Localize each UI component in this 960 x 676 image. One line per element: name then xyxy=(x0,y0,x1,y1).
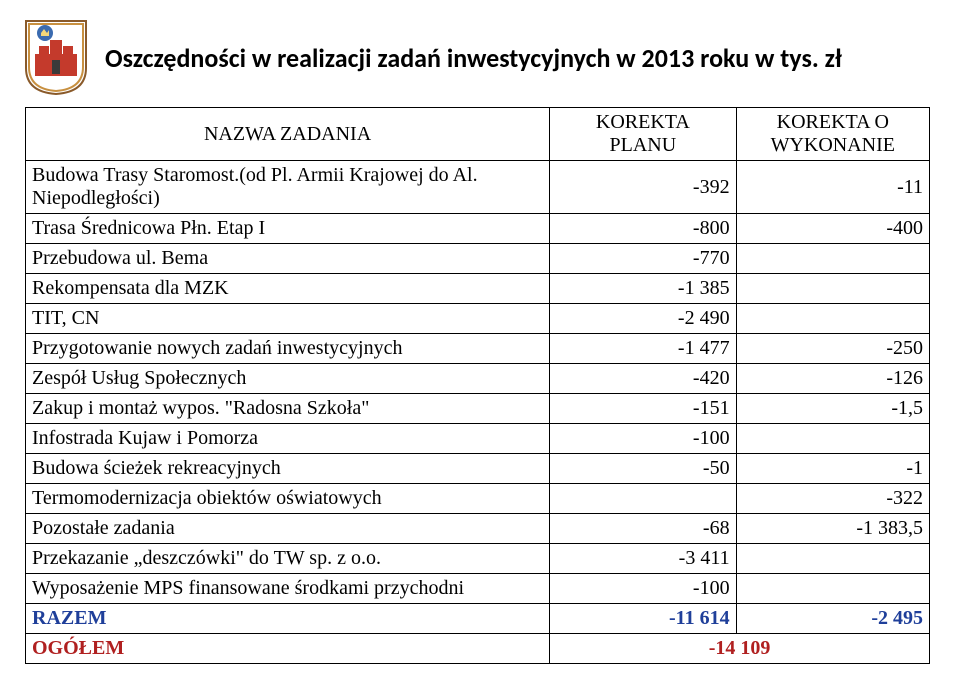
ogolem-total: -14 109 xyxy=(550,634,930,664)
header-col1-line2: PLANU xyxy=(610,134,677,156)
row-name: Pozostałe zadania xyxy=(26,514,550,544)
row-korekta-planu: -100 xyxy=(550,574,736,604)
row-name: Trasa Średnicowa Płn. Etap I xyxy=(26,214,550,244)
table-row: Wyposażenie MPS finansowane środkami prz… xyxy=(26,574,930,604)
ogolem-label: OGÓŁEM xyxy=(26,634,550,664)
header-col2-line2: WYKONANIE xyxy=(771,134,895,156)
razem-label: RAZEM xyxy=(26,604,550,634)
table-row: Zakup i montaż wypos. "Radosna Szkoła"-1… xyxy=(26,394,930,424)
table-row: Budowa Trasy Staromost.(od Pl. Armii Kra… xyxy=(26,161,930,214)
row-korekta-wykonanie: -250 xyxy=(736,334,929,364)
savings-table: NAZWA ZADANIA KOREKTA PLANU KOREKTA O WY… xyxy=(25,107,930,664)
row-name: Infostrada Kujaw i Pomorza xyxy=(26,424,550,454)
row-korekta-planu: -770 xyxy=(550,244,736,274)
row-korekta-wykonanie xyxy=(736,244,929,274)
ogolem-row: OGÓŁEM -14 109 xyxy=(26,634,930,664)
row-korekta-planu: -68 xyxy=(550,514,736,544)
table-row: Trasa Średnicowa Płn. Etap I-800-400 xyxy=(26,214,930,244)
table-row: Zespół Usług Społecznych-420-126 xyxy=(26,364,930,394)
razem-row: RAZEM -11 614 -2 495 xyxy=(26,604,930,634)
table-row: Budowa ścieżek rekreacyjnych-50-1 xyxy=(26,454,930,484)
row-korekta-planu: -2 490 xyxy=(550,304,736,334)
row-korekta-planu: -420 xyxy=(550,364,736,394)
row-korekta-planu: -50 xyxy=(550,454,736,484)
razem-v2: -2 495 xyxy=(736,604,929,634)
page-title: Oszczędności w realizacji zadań inwestyc… xyxy=(105,42,842,74)
table-row: Przygotowanie nowych zadań inwestycyjnyc… xyxy=(26,334,930,364)
table-row: TIT, CN-2 490 xyxy=(26,304,930,334)
row-name: Termomodernizacja obiektów oświatowych xyxy=(26,484,550,514)
row-name: Przekazanie „deszczówki" do TW sp. z o.o… xyxy=(26,544,550,574)
row-korekta-wykonanie xyxy=(736,304,929,334)
header-col2-line1: KOREKTA O xyxy=(777,111,889,133)
row-name: Przygotowanie nowych zadań inwestycyjnyc… xyxy=(26,334,550,364)
row-korekta-wykonanie: -126 xyxy=(736,364,929,394)
row-korekta-wykonanie: -11 xyxy=(736,161,929,214)
row-korekta-planu: -3 411 xyxy=(550,544,736,574)
table-header-row: NAZWA ZADANIA KOREKTA PLANU KOREKTA O WY… xyxy=(26,108,930,161)
table-row: Pozostałe zadania-68-1 383,5 xyxy=(26,514,930,544)
row-name: Budowa Trasy Staromost.(od Pl. Armii Kra… xyxy=(26,161,550,214)
row-korekta-wykonanie: -1 xyxy=(736,454,929,484)
row-korekta-wykonanie xyxy=(736,574,929,604)
table-row: Przebudowa ul. Bema-770 xyxy=(26,244,930,274)
row-korekta-wykonanie: -400 xyxy=(736,214,929,244)
row-korekta-wykonanie xyxy=(736,424,929,454)
row-korekta-planu: -1 477 xyxy=(550,334,736,364)
row-korekta-planu: -1 385 xyxy=(550,274,736,304)
row-korekta-wykonanie xyxy=(736,544,929,574)
row-name: Rekompensata dla MZK xyxy=(26,274,550,304)
row-name: Zakup i montaż wypos. "Radosna Szkoła" xyxy=(26,394,550,424)
table-row: Infostrada Kujaw i Pomorza-100 xyxy=(26,424,930,454)
table-row: Rekompensata dla MZK-1 385 xyxy=(26,274,930,304)
table-row: Termomodernizacja obiektów oświatowych -3… xyxy=(26,484,930,514)
row-name: Wyposażenie MPS finansowane środkami prz… xyxy=(26,574,550,604)
city-crest-icon xyxy=(25,20,87,95)
row-korekta-planu: -100 xyxy=(550,424,736,454)
razem-v1: -11 614 xyxy=(550,604,736,634)
row-name: TIT, CN xyxy=(26,304,550,334)
row-korekta-planu: -800 xyxy=(550,214,736,244)
header-col1-line1: KOREKTA xyxy=(596,111,690,133)
row-name: Budowa ścieżek rekreacyjnych xyxy=(26,454,550,484)
row-korekta-wykonanie xyxy=(736,274,929,304)
header-korekta-planu: KOREKTA PLANU xyxy=(550,108,736,161)
header-korekta-wykonanie: KOREKTA O WYKONANIE xyxy=(736,108,929,161)
row-korekta-planu: -392 xyxy=(550,161,736,214)
row-korekta-wykonanie: -1 383,5 xyxy=(736,514,929,544)
header-name: NAZWA ZADANIA xyxy=(26,108,550,161)
row-korekta-planu: -151 xyxy=(550,394,736,424)
header-row: Oszczędności w realizacji zadań inwestyc… xyxy=(25,20,935,95)
row-korekta-wykonanie: -1,5 xyxy=(736,394,929,424)
row-korekta-planu xyxy=(550,484,736,514)
row-korekta-wykonanie: -322 xyxy=(736,484,929,514)
row-name: Przebudowa ul. Bema xyxy=(26,244,550,274)
row-name: Zespół Usług Społecznych xyxy=(26,364,550,394)
table-row: Przekazanie „deszczówki" do TW sp. z o.o… xyxy=(26,544,930,574)
